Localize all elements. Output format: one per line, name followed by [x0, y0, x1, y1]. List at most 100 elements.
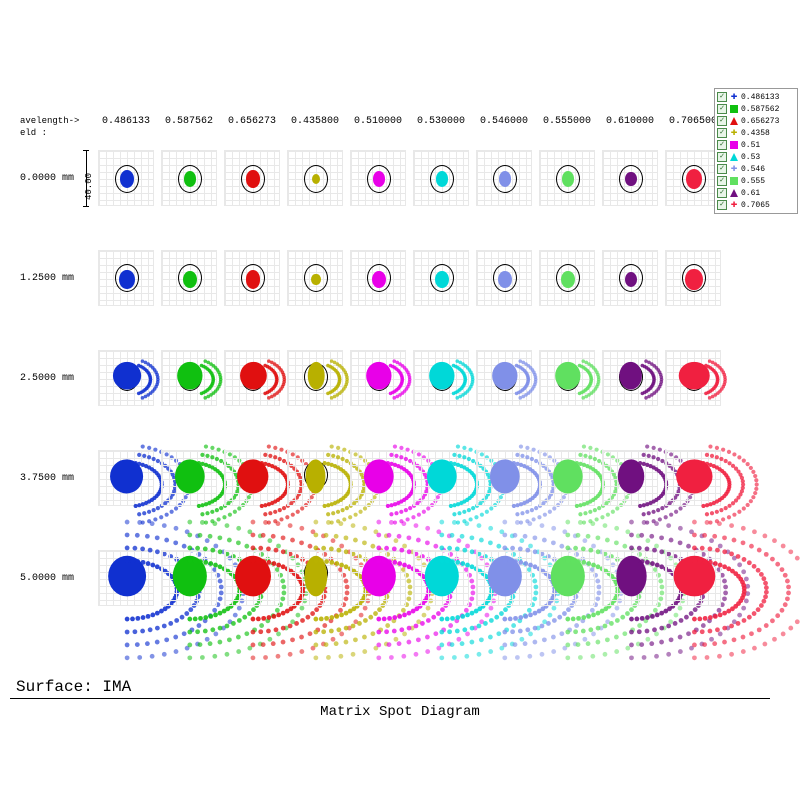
legend-marker-icon: ✚: [730, 129, 738, 137]
legend-label: 0.656273: [741, 117, 795, 126]
spot-coma: [350, 360, 408, 423]
legend-label: 0.555: [741, 177, 795, 186]
spot-cell-r2-c0: [98, 350, 154, 406]
legend-checkbox[interactable]: ✓: [717, 140, 727, 150]
spot-cell-r3-c5: [413, 450, 469, 506]
spot-cell-r1-c2: [224, 250, 280, 306]
legend-row-7: ✓ 0.555: [717, 175, 795, 187]
spot-coma: [659, 360, 729, 423]
spot: [246, 170, 260, 187]
wavelength-header-8: 0.610000: [602, 116, 658, 127]
spot-coma: [212, 553, 294, 645]
legend-checkbox[interactable]: ✓: [717, 116, 727, 126]
legend-label: 0.587562: [741, 105, 795, 114]
legend-checkbox[interactable]: ✓: [717, 152, 727, 162]
wavelength-header-9: 0.706500: [665, 116, 721, 127]
legend-label: 0.486133: [741, 93, 795, 102]
legend-checkbox[interactable]: ✓: [717, 188, 727, 198]
spot-cell-r2-c3: [287, 350, 343, 406]
axis-wavelength-label: avelength->: [20, 116, 79, 126]
field-header-3: 3.7500 mm: [20, 473, 74, 484]
legend-row-2: ✓ 0.656273: [717, 115, 795, 127]
legend-marker-icon: ✚: [730, 201, 738, 209]
legend-row-9: ✓✚0.7065: [717, 199, 795, 211]
spot-cell-r1-c6: [476, 250, 532, 306]
legend-marker-icon: [730, 153, 738, 161]
legend-marker-icon: ✚: [730, 165, 738, 173]
wavelength-header-0: 0.486133: [98, 116, 154, 127]
spot-cell-r2-c7: [539, 350, 595, 406]
spot: [119, 270, 135, 290]
spot-coma: [413, 360, 471, 423]
spot-cell-r1-c3: [287, 250, 343, 306]
wavelength-legend: ✓✚0.486133✓0.587562✓0.656273✓✚0.4358✓0.5…: [714, 88, 798, 214]
spot-cell-r4-c3: [287, 550, 343, 606]
legend-row-8: ✓0.61: [717, 187, 795, 199]
wavelength-header-4: 0.510000: [350, 116, 406, 127]
legend-marker-icon: [730, 189, 738, 197]
legend-row-3: ✓✚0.4358: [717, 127, 795, 139]
legend-row-1: ✓ 0.587562: [717, 103, 795, 115]
spot-cell-r2-c9: [665, 350, 721, 406]
spot-coma: [529, 553, 607, 645]
legend-checkbox[interactable]: ✓: [717, 176, 727, 186]
field-header-2: 2.5000 mm: [20, 373, 74, 384]
spot-cell-r1-c1: [161, 250, 217, 306]
spot-cell-r1-c0: [98, 250, 154, 306]
spot-coma: [476, 360, 534, 423]
spot-cell-r1-c4: [350, 250, 406, 306]
wavelength-header-6: 0.546000: [476, 116, 532, 127]
spot-cell-r4-c2: [224, 550, 280, 606]
legend-marker-icon: [730, 105, 738, 113]
field-header-4: 5.0000 mm: [20, 573, 74, 584]
spot-cell-r3-c6: [476, 450, 532, 506]
legend-row-5: ✓0.53: [717, 151, 795, 163]
wavelength-header-2: 0.656273: [224, 116, 280, 127]
legend-checkbox[interactable]: ✓: [717, 92, 727, 102]
spot-cell-r1-c9: [665, 250, 721, 306]
spot-cell-r4-c4: [350, 550, 406, 606]
legend-checkbox[interactable]: ✓: [717, 200, 727, 210]
spot-cell-r1-c8: [602, 250, 658, 306]
spot-coma: [647, 553, 742, 645]
spot-cell-r3-c0: [98, 450, 154, 506]
spot-cell-r1-c7: [539, 250, 595, 306]
spot-cell-r3-c1: [161, 450, 217, 506]
spot-cell-r3-c7: [539, 450, 595, 506]
spot-cell-r0-c4: [350, 150, 406, 206]
spot-cell-r2-c2: [224, 350, 280, 406]
spot-cell-r2-c6: [476, 350, 532, 406]
spot-cell-r3-c3: [287, 450, 343, 506]
spot-cell-r0-c8: [602, 150, 658, 206]
spot-cell-r0-c1: [161, 150, 217, 206]
wavelength-header-1: 0.587562: [161, 116, 217, 127]
spot-cell-r0-c2: [224, 150, 280, 206]
spot-cell-r4-c1: [161, 550, 217, 606]
legend-row-6: ✓✚0.546: [717, 163, 795, 175]
spot-cell-r3-c4: [350, 450, 406, 506]
legend-checkbox[interactable]: ✓: [717, 128, 727, 138]
spot-cell-r4-c9: [665, 550, 721, 606]
spot-cell-r3-c2: [224, 450, 280, 506]
spot-cell-r0-c0: [98, 150, 154, 206]
scale-label: 40.00: [84, 173, 94, 200]
spot-coma: [95, 360, 159, 423]
legend-label: 0.546: [741, 165, 795, 174]
spot-coma: [290, 553, 342, 645]
spot: [625, 172, 637, 186]
legend-checkbox[interactable]: ✓: [717, 104, 727, 114]
spot-cell-r2-c8: [602, 350, 658, 406]
axis-field-label: eld :: [20, 128, 47, 138]
spot-cell-r0-c9: [665, 150, 721, 206]
spot-cell-r2-c1: [161, 350, 217, 406]
spot-cell-r0-c3: [287, 150, 343, 206]
legend-row-0: ✓✚0.486133: [717, 91, 795, 103]
spot: [246, 270, 261, 289]
spot-cell-r2-c5: [413, 350, 469, 406]
wavelength-header-3: 0.435800: [287, 116, 343, 127]
surface-label: Surface: IMA: [16, 678, 131, 696]
spot-coma: [605, 360, 656, 423]
spot-cell-r1-c5: [413, 250, 469, 306]
spot-cell-r4-c5: [413, 550, 469, 606]
legend-checkbox[interactable]: ✓: [717, 164, 727, 174]
